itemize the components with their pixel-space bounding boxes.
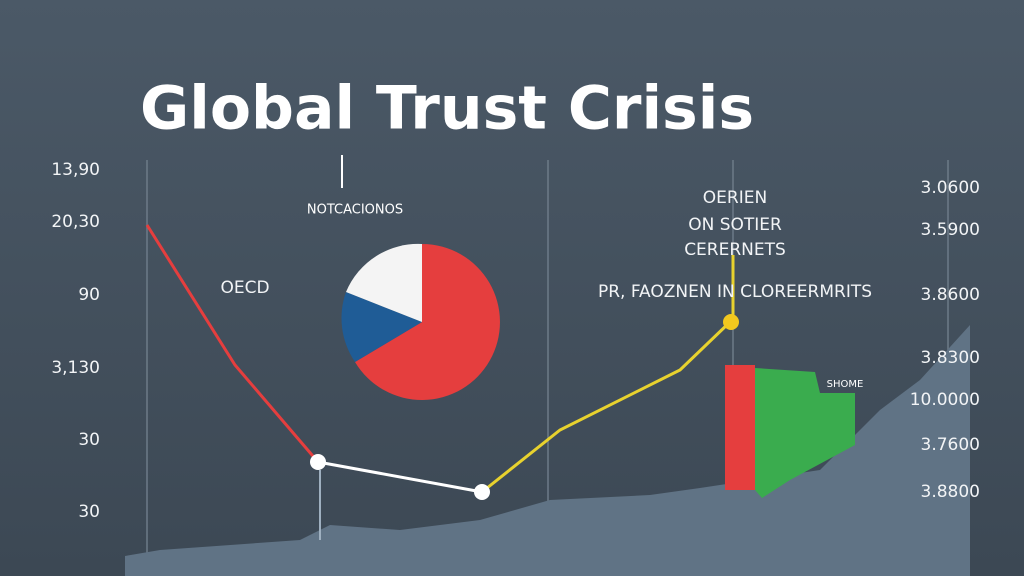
yellow-line [481, 320, 732, 494]
left-label: 30 [78, 430, 100, 450]
left-label: 90 [78, 285, 100, 305]
right-label: 3.7600 [921, 435, 980, 455]
right-label: 10.0000 [910, 390, 980, 410]
dot [474, 484, 490, 500]
left-label: 13,90 [51, 160, 100, 180]
title: Global Trust Crisis [140, 74, 754, 144]
annotation: NOTCACIONOS [307, 203, 403, 218]
dot [310, 454, 326, 470]
annotation: CERERNETS [684, 240, 786, 260]
left-label: 30 [78, 502, 100, 522]
left-label: 3,130 [51, 358, 100, 378]
annotation: PR, FAOZNEN IN CLOREERMRITS [598, 282, 872, 302]
white-line [317, 460, 483, 494]
right-labels: 3.0600 3.5900 3.8600 3.8300 10.0000 3.76… [910, 178, 980, 502]
dot [723, 314, 739, 330]
pie [341, 243, 500, 401]
red-line [145, 224, 320, 463]
annotation: SHOME [827, 379, 864, 390]
annotation: ON SOTIER [688, 215, 782, 235]
annotation: OECD [220, 278, 269, 298]
left-label: 20,30 [51, 212, 100, 232]
right-label: 3.8800 [921, 482, 980, 502]
area [125, 325, 970, 576]
right-label: 3.8300 [921, 348, 980, 368]
left-labels: 13,90 20,30 90 3,130 30 30 [51, 160, 100, 522]
right-label: 3.0600 [921, 178, 980, 198]
right-label: 3.8600 [921, 285, 980, 305]
right-label: 3.5900 [921, 220, 980, 240]
annotation: OERIEN [703, 188, 767, 208]
green-bar [755, 368, 855, 498]
red-bar [725, 365, 755, 490]
